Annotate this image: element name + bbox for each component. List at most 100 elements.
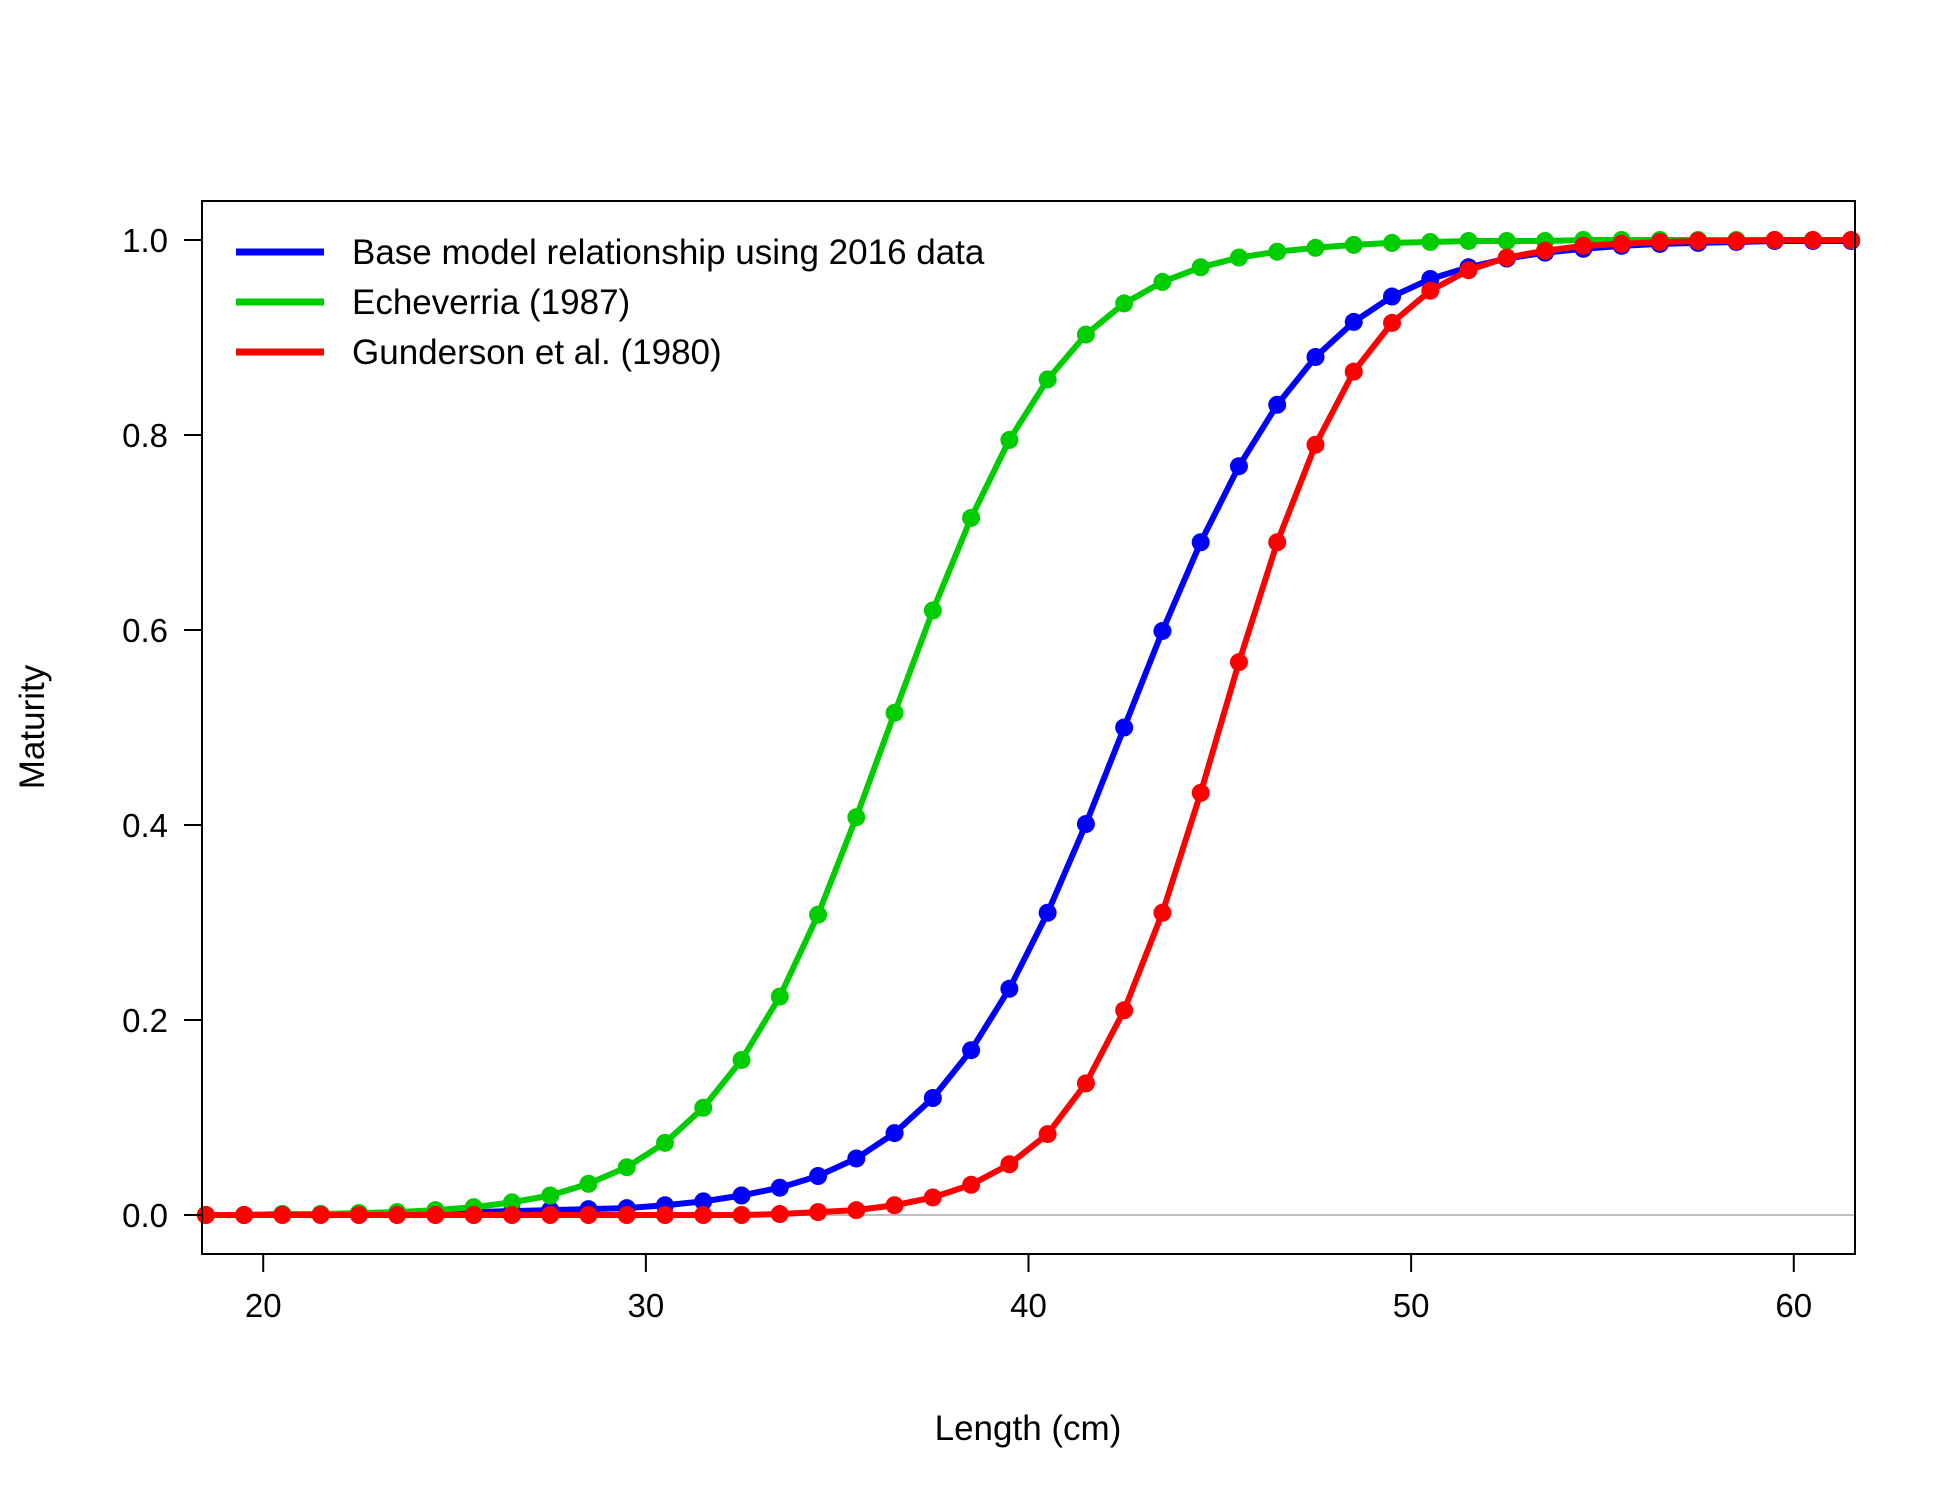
- series-1-point: [1038, 903, 1057, 922]
- legend-label: Base model relationship using 2016 data: [352, 233, 985, 272]
- series-3-point: [1268, 533, 1287, 552]
- series-3-point: [502, 1206, 521, 1224]
- x-tick-label: 50: [1393, 1287, 1430, 1324]
- series-3-point: [923, 1188, 942, 1207]
- series-1-point: [885, 1124, 904, 1143]
- series-3: [196, 231, 1861, 1224]
- series-3-point: [311, 1206, 330, 1224]
- series-3-point: [847, 1201, 866, 1220]
- series-1-point: [809, 1167, 828, 1185]
- series-3-point: [1229, 653, 1248, 672]
- series-2-point: [1191, 258, 1210, 277]
- series-1-point: [1383, 287, 1402, 306]
- series-3-point: [1536, 241, 1555, 260]
- series-1-point: [1115, 718, 1134, 737]
- y-tick-label: 0.8: [122, 417, 168, 454]
- series-2-point: [1229, 248, 1248, 267]
- series-3-point: [1038, 1125, 1057, 1144]
- series-1-point: [1306, 348, 1325, 366]
- series-3-point: [388, 1206, 407, 1224]
- series-1-line: [202, 237, 1855, 1218]
- series-2-point: [1000, 430, 1019, 449]
- series-3-point: [1574, 236, 1593, 255]
- series-3-point: [1344, 362, 1363, 381]
- series-1-point: [1153, 621, 1172, 640]
- series-3-point: [617, 1206, 636, 1224]
- series-3-point: [809, 1203, 828, 1222]
- series-2-point: [502, 1193, 521, 1212]
- series-2-point: [1115, 294, 1134, 313]
- series-3-point: [770, 1205, 789, 1224]
- series-3-point: [694, 1206, 713, 1224]
- series-2: [196, 231, 1861, 1224]
- series-3-point: [1000, 1155, 1019, 1174]
- series-3-point: [235, 1206, 254, 1224]
- series-3-point: [1115, 1001, 1134, 1020]
- series-3-point: [579, 1206, 598, 1224]
- series-3-point: [732, 1206, 751, 1224]
- series-3-point: [541, 1206, 560, 1224]
- series-1-point: [694, 1192, 713, 1211]
- series-3-point: [1383, 313, 1402, 332]
- legend: Base model relationship using 2016 data E…: [236, 233, 985, 372]
- x-tick-label: 20: [245, 1287, 282, 1324]
- y-tick-label: 0.0: [122, 1197, 168, 1234]
- series-3-point: [1076, 1074, 1095, 1093]
- series-3-point: [273, 1206, 292, 1224]
- series-2-point: [1268, 242, 1287, 261]
- series-2-point: [655, 1133, 674, 1152]
- series-3-point: [885, 1196, 904, 1215]
- series-2-point: [770, 987, 789, 1006]
- series-1-point: [770, 1178, 789, 1197]
- series-3-point: [1497, 248, 1516, 267]
- series-2-point: [1076, 325, 1095, 344]
- series-2-line: [202, 237, 1855, 1218]
- series-1-point: [1000, 979, 1019, 998]
- series-3-point: [349, 1206, 368, 1224]
- y-tick-label: 0.4: [122, 807, 168, 844]
- x-axis: 20 30 40 50 60: [245, 1254, 1812, 1324]
- series-2-point: [885, 703, 904, 722]
- y-axis: 0.0 0.2 0.4 0.6 0.8 1.0: [122, 222, 202, 1234]
- series-1-point: [962, 1041, 981, 1060]
- series-3-point: [1459, 261, 1478, 280]
- series-2-point: [962, 508, 981, 527]
- series-2-point: [1421, 232, 1440, 251]
- series-1-point: [1076, 815, 1095, 834]
- series-layer: [196, 231, 1861, 1224]
- series-2-point: [617, 1158, 636, 1177]
- series-1-point: [1344, 312, 1363, 331]
- series-2-point: [694, 1098, 713, 1117]
- series-1: [196, 231, 1861, 1224]
- series-1-point: [1229, 457, 1248, 476]
- series-2-point: [1038, 370, 1057, 389]
- series-3-point: [1306, 435, 1325, 454]
- series-3-line: [202, 237, 1855, 1218]
- series-3-point: [1153, 903, 1172, 922]
- legend-label: Echeverria (1987): [352, 283, 630, 322]
- series-2-point: [1344, 235, 1363, 254]
- series-2-point: [732, 1050, 751, 1069]
- series-1-point: [847, 1149, 866, 1168]
- series-2-point: [541, 1186, 560, 1205]
- series-1-point: [1268, 395, 1287, 414]
- series-3-point: [1765, 231, 1784, 249]
- series-2-point: [1383, 233, 1402, 252]
- y-axis-title: Maturity: [13, 664, 52, 789]
- series-2-point: [579, 1174, 598, 1193]
- x-tick-label: 30: [628, 1287, 665, 1324]
- series-3-point: [962, 1175, 981, 1194]
- series-3-point: [1842, 231, 1861, 249]
- series-1-point: [1191, 533, 1210, 552]
- series-2-point: [1153, 272, 1172, 291]
- y-tick-label: 0.2: [122, 1002, 168, 1039]
- series-3-point: [1421, 281, 1440, 300]
- series-1-point: [732, 1186, 751, 1205]
- y-tick-label: 1.0: [122, 222, 168, 259]
- series-3-point: [1650, 232, 1669, 251]
- series-3-point: [426, 1206, 445, 1224]
- x-axis-title: Length (cm): [935, 1409, 1122, 1448]
- series-3-point: [1803, 231, 1822, 249]
- series-2-point: [1497, 231, 1516, 250]
